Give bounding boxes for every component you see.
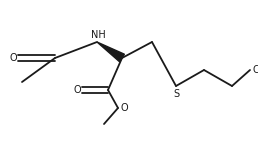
- Text: NH: NH: [91, 30, 105, 40]
- Text: O: O: [73, 85, 81, 95]
- Text: O: O: [9, 53, 17, 63]
- Text: S: S: [173, 89, 179, 99]
- Polygon shape: [97, 42, 124, 62]
- Text: Cl: Cl: [252, 65, 258, 75]
- Text: O: O: [120, 103, 128, 113]
